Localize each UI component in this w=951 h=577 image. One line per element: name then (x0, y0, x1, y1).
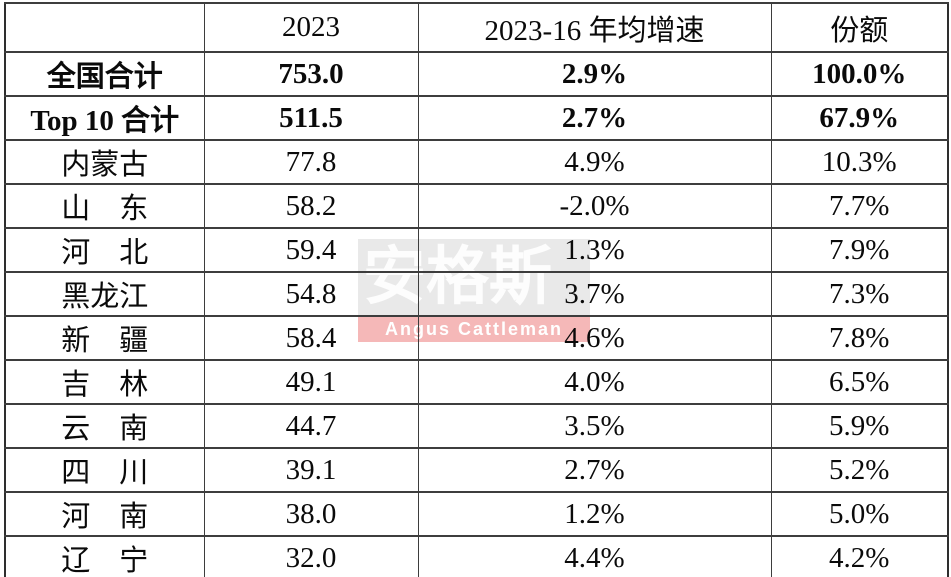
cell-growth: 3.5% (417, 403, 772, 449)
province-name: 河南 (61, 501, 149, 533)
cell-2023: 753.0 (203, 51, 419, 97)
cell-share: 4.2% (770, 535, 949, 577)
row-label: 云南 (4, 403, 205, 449)
table-row-henan: 河南 38.0 1.2% 5.0% (4, 491, 949, 537)
cell-2023: 58.2 (203, 183, 419, 229)
cell-growth: 4.0% (417, 359, 772, 405)
cell-share: 7.7% (770, 183, 949, 229)
cell-share: 7.8% (770, 315, 949, 361)
province-name: 黑龙江 (61, 281, 149, 313)
cell-2023: 49.1 (203, 359, 419, 405)
header-cell-2023: 2023 (203, 2, 419, 53)
cell-2023: 58.4 (203, 315, 419, 361)
cell-share: 67.9% (770, 95, 949, 141)
province-name: 新疆 (61, 325, 149, 357)
cell-share: 10.3% (770, 139, 949, 185)
province-name: 吉林 (61, 369, 149, 401)
table-row-yunnan: 云南 44.7 3.5% 5.9% (4, 403, 949, 449)
cell-2023: 44.7 (203, 403, 419, 449)
row-label: 黑龙江 (4, 271, 205, 317)
table-header-row: 2023 2023-16 年均增速 份额 (4, 2, 949, 53)
cell-2023: 39.1 (203, 447, 419, 493)
header-cell-empty (4, 2, 205, 53)
cell-share: 5.2% (770, 447, 949, 493)
table-row-heilongjiang: 黑龙江 54.8 3.7% 7.3% (4, 271, 949, 317)
row-label: 新疆 (4, 315, 205, 361)
cell-2023: 54.8 (203, 271, 419, 317)
cell-2023: 59.4 (203, 227, 419, 273)
cell-growth: 2.9% (417, 51, 772, 97)
row-label: Top 10 合计 (4, 95, 205, 141)
table-row-hebei: 河北 59.4 1.3% 7.9% (4, 227, 949, 273)
table-row-sichuan: 四川 39.1 2.7% 5.2% (4, 447, 949, 493)
cell-2023: 38.0 (203, 491, 419, 537)
row-label: 山东 (4, 183, 205, 229)
table-row-xinjiang: 新疆 58.4 4.6% 7.8% (4, 315, 949, 361)
cell-2023: 511.5 (203, 95, 419, 141)
cell-share: 5.9% (770, 403, 949, 449)
row-label: 四川 (4, 447, 205, 493)
header-cell-share: 份额 (770, 2, 949, 53)
table-row-shandong: 山东 58.2 -2.0% 7.7% (4, 183, 949, 229)
cell-growth: 2.7% (417, 95, 772, 141)
cell-share: 100.0% (770, 51, 949, 97)
table-row-top10-total: Top 10 合计 511.5 2.7% 67.9% (4, 95, 949, 141)
province-name: 云南 (61, 413, 149, 445)
row-label: 全国合计 (4, 51, 205, 97)
cell-growth: 3.7% (417, 271, 772, 317)
cell-growth: 1.2% (417, 491, 772, 537)
cell-share: 7.9% (770, 227, 949, 273)
cell-share: 5.0% (770, 491, 949, 537)
province-stats-table: 2023 2023-16 年均增速 份额 全国合计 753.0 2.9% 100… (4, 2, 949, 577)
cell-2023: 32.0 (203, 535, 419, 577)
cell-growth: 4.6% (417, 315, 772, 361)
row-label: 河南 (4, 491, 205, 537)
table-row-jilin: 吉林 49.1 4.0% 6.5% (4, 359, 949, 405)
province-name: 山东 (61, 193, 149, 225)
row-label: 辽宁 (4, 535, 205, 577)
province-name: 内蒙古 (61, 149, 149, 181)
cell-2023: 77.8 (203, 139, 419, 185)
header-cell-growth: 2023-16 年均增速 (417, 2, 772, 53)
table-row-liaoning: 辽宁 32.0 4.4% 4.2% (4, 535, 949, 577)
cell-growth: 4.9% (417, 139, 772, 185)
cell-share: 6.5% (770, 359, 949, 405)
cell-share: 7.3% (770, 271, 949, 317)
province-name: 四川 (61, 457, 149, 489)
table-row-national-total: 全国合计 753.0 2.9% 100.0% (4, 51, 949, 97)
province-name: 河北 (61, 237, 149, 269)
table-row-neimenggu: 内蒙古 77.8 4.9% 10.3% (4, 139, 949, 185)
cell-growth: -2.0% (417, 183, 772, 229)
cell-growth: 4.4% (417, 535, 772, 577)
cell-growth: 1.3% (417, 227, 772, 273)
cell-growth: 2.7% (417, 447, 772, 493)
row-label: 内蒙古 (4, 139, 205, 185)
province-name: 辽宁 (61, 545, 149, 577)
row-label: 吉林 (4, 359, 205, 405)
row-label: 河北 (4, 227, 205, 273)
